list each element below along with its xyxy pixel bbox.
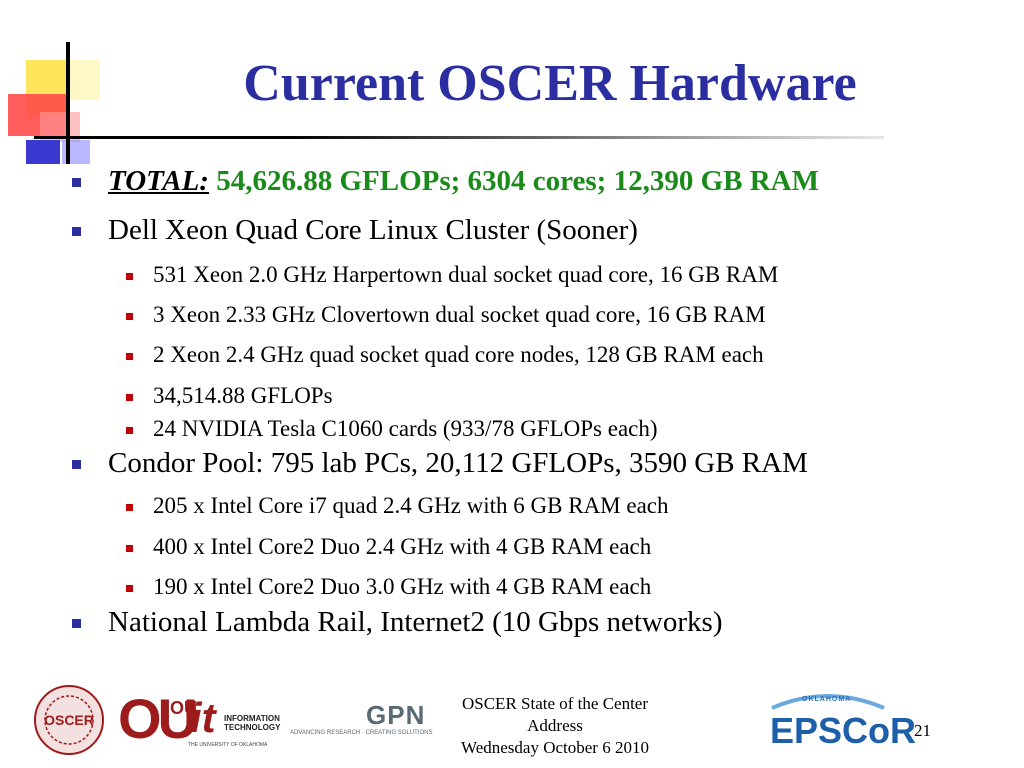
sub-bullet-text: 3 Xeon 2.33 GHz Clovertown dual socket q… [153, 302, 766, 327]
sub-bullet-text: 190 x Intel Core2 Duo 3.0 GHz with 4 GB … [153, 574, 652, 599]
it-logo-line2: TECHNOLOGY [224, 723, 281, 732]
oscer-seal-text: OSCER [44, 712, 94, 728]
sub-bullet: 3 Xeon 2.33 GHz Clovertown dual socket q… [126, 302, 766, 328]
epscor-arc-icon [771, 694, 885, 710]
total-label: TOTAL: [108, 165, 209, 197]
sub-bullet-square-icon [126, 585, 133, 592]
footer-line-2: Wednesday October 6 2010 [461, 738, 649, 757]
sub-bullet-text: 531 Xeon 2.0 GHz Harpertown dual socket … [153, 262, 779, 287]
page-number: 21 [914, 721, 931, 740]
sub-bullet-square-icon [126, 313, 133, 320]
bullet-square-icon [72, 619, 81, 628]
bullet-condor: Condor Pool: 795 lab PCs, 20,112 GFLOPs,… [72, 447, 808, 480]
bullet-text: Dell Xeon Quad Core Linux Cluster (Soone… [108, 214, 638, 246]
it-logo-ou: OU [170, 698, 197, 718]
gpn-logo: GPN [366, 700, 426, 730]
footer-caption: OSCER State of the Center Address Wednes… [440, 693, 670, 759]
bullet-square-icon [72, 227, 81, 236]
it-logo-sub: THE UNIVERSITY OF OKLAHOMA [188, 742, 268, 748]
title-underline [34, 136, 884, 139]
sub-bullet: 205 x Intel Core i7 quad 2.4 GHz with 6 … [126, 493, 669, 519]
sub-bullet: 531 Xeon 2.0 GHz Harpertown dual socket … [126, 262, 779, 288]
sub-bullet: 400 x Intel Core2 Duo 2.4 GHz with 4 GB … [126, 534, 652, 560]
bullet-square-icon [72, 178, 81, 187]
sub-bullet-square-icon [126, 394, 133, 401]
sub-bullet-text: 2 Xeon 2.4 GHz quad socket quad core nod… [153, 342, 764, 367]
bullet-square-icon [72, 460, 81, 469]
sub-bullet-text: 400 x Intel Core2 Duo 2.4 GHz with 4 GB … [153, 534, 652, 559]
footer-line-1: OSCER State of the Center Address [461, 694, 649, 735]
sub-bullet: 190 x Intel Core2 Duo 3.0 GHz with 4 GB … [126, 574, 652, 600]
sub-bullet: 34,514.88 GFLOPs [126, 383, 333, 409]
it-logo-line1: INFORMATION [224, 714, 280, 723]
bullet-total: TOTAL: 54,626.88 GFLOPs; 6304 cores; 12,… [72, 165, 819, 198]
sub-bullet-text: 205 x Intel Core i7 quad 2.4 GHz with 6 … [153, 493, 669, 518]
slide-title: Current OSCER Hardware [243, 55, 857, 112]
bullet-sooner: Dell Xeon Quad Core Linux Cluster (Soone… [72, 214, 638, 247]
sub-bullet-square-icon [126, 504, 133, 511]
corner-decoration [8, 42, 100, 164]
sub-bullet: 2 Xeon 2.4 GHz quad socket quad core nod… [126, 342, 764, 368]
it-logo-mark: it [190, 694, 216, 741]
sub-bullet-text: 34,514.88 GFLOPs [153, 383, 333, 408]
gpn-logo-tagline: ADVANCING RESEARCH · CREATING SOLUTIONS [290, 730, 433, 736]
it-logo-text: INFORMATION TECHNOLOGY [224, 714, 280, 732]
sub-bullet-text: 24 NVIDIA Tesla C1060 cards (933/78 GFLO… [153, 416, 658, 441]
oscer-seal-logo: OSCER [34, 685, 104, 755]
bullet-text: Condor Pool: 795 lab PCs, 20,112 GFLOPs,… [108, 447, 808, 479]
sub-bullet: 24 NVIDIA Tesla C1060 cards (933/78 GFLO… [126, 416, 658, 442]
sub-bullet-square-icon [126, 353, 133, 360]
sub-bullet-square-icon [126, 545, 133, 552]
ou-logo: OU [118, 687, 198, 750]
sub-bullet-square-icon [126, 427, 133, 434]
epscor-text: EPSCoR [770, 710, 917, 751]
total-value: 54,626.88 GFLOPs; 6304 cores; 12,390 GB … [208, 165, 819, 197]
bullet-text: National Lambda Rail, Internet2 (10 Gbps… [108, 606, 723, 638]
sub-bullet-square-icon [126, 273, 133, 280]
bullet-networks: National Lambda Rail, Internet2 (10 Gbps… [72, 606, 723, 639]
epscor-state-text: OKLAHOMA [802, 696, 852, 703]
